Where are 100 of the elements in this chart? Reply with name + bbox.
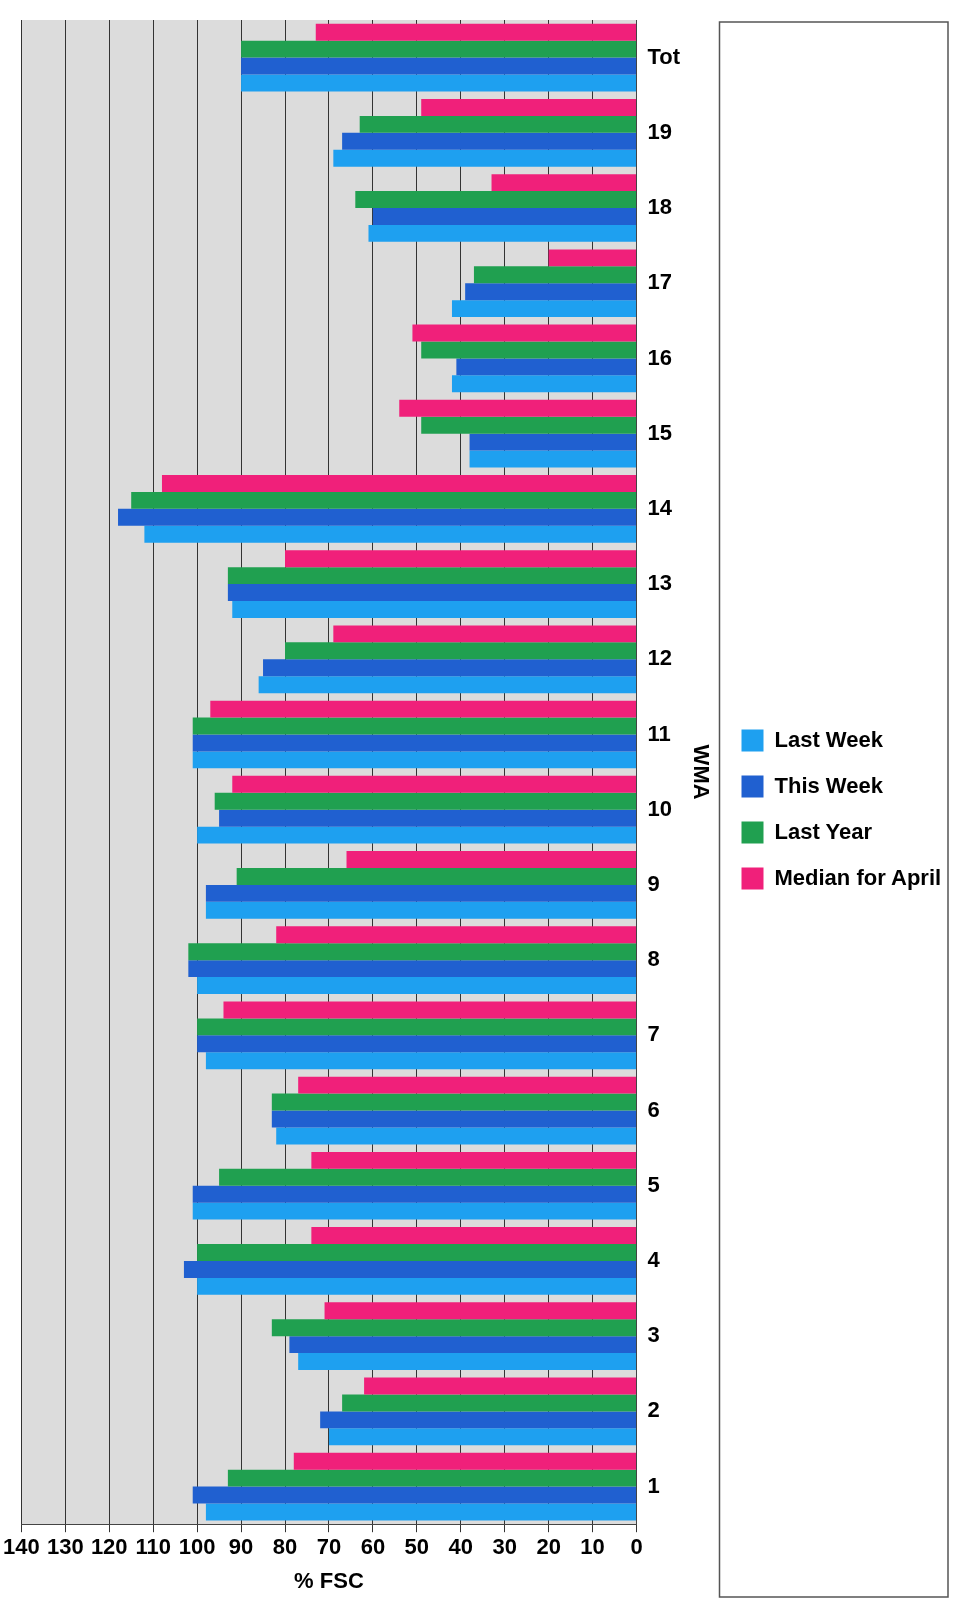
- bar: [197, 1277, 637, 1295]
- y-tick-label: 1: [647, 1472, 660, 1498]
- bar: [465, 283, 637, 301]
- bar: [421, 341, 637, 359]
- y-tick-label: 14: [647, 494, 673, 520]
- y-tick-label: 11: [647, 720, 671, 746]
- bar: [328, 1428, 637, 1446]
- bar: [241, 57, 637, 75]
- y-tick-label: 9: [647, 870, 660, 896]
- bar: [232, 601, 637, 618]
- bar: [412, 324, 637, 342]
- y-tick-label: 4: [647, 1247, 661, 1273]
- bar: [192, 1486, 637, 1504]
- bar: [473, 266, 637, 284]
- bar: [451, 375, 637, 393]
- bar: [192, 717, 637, 735]
- bar: [241, 74, 637, 92]
- x-tick-label: 90: [228, 1534, 254, 1560]
- bar: [197, 1035, 637, 1053]
- y-tick-label: 6: [647, 1096, 660, 1122]
- x-tick-label: 140: [2, 1534, 40, 1560]
- bar: [456, 358, 637, 376]
- bar: [548, 249, 637, 267]
- bar: [355, 191, 637, 209]
- bar: [276, 926, 637, 944]
- bar: [188, 960, 637, 978]
- x-tick-label: 80: [272, 1534, 298, 1560]
- y-tick-label: 3: [647, 1322, 660, 1348]
- bar: [399, 399, 637, 417]
- bar: [118, 508, 637, 526]
- bar: [298, 1353, 637, 1371]
- bar: [333, 149, 637, 167]
- y-tick-label: 12: [647, 645, 673, 671]
- legend-label: Last Week: [774, 726, 884, 752]
- x-tick-label: 50: [404, 1534, 430, 1560]
- bar: [421, 98, 637, 116]
- bar: [227, 584, 637, 601]
- bar: [342, 1394, 637, 1412]
- bar: [271, 1093, 637, 1111]
- x-tick-label: 60: [360, 1534, 386, 1560]
- bar: [227, 567, 637, 585]
- bar: [227, 1469, 637, 1487]
- bar: [469, 450, 637, 468]
- bar: [205, 901, 637, 919]
- bar: [219, 1168, 637, 1186]
- bar: [197, 826, 637, 844]
- bar: [372, 208, 637, 225]
- y-tick-label: 8: [647, 946, 660, 972]
- bar: [131, 491, 637, 509]
- bar: [368, 224, 637, 242]
- bar: [364, 1377, 637, 1395]
- bar: [320, 1411, 637, 1429]
- bar: [232, 775, 637, 793]
- y-tick-label: 13: [647, 570, 673, 596]
- bar: [205, 884, 637, 902]
- bar: [192, 751, 637, 769]
- bar: [192, 1185, 637, 1203]
- bar: [451, 300, 637, 318]
- y-tick-label: 19: [647, 118, 673, 144]
- x-tick-label: 110: [135, 1534, 171, 1560]
- bar: [333, 625, 637, 643]
- y-tick-label: 2: [647, 1397, 660, 1423]
- bar: [421, 416, 637, 434]
- bar: [241, 40, 637, 58]
- y-axis-title: WMA: [689, 744, 715, 800]
- x-tick-label: 0: [630, 1534, 643, 1560]
- x-axis-title: % FSC: [294, 1567, 364, 1593]
- bar: [210, 700, 637, 718]
- bar: [144, 525, 637, 543]
- bar: [311, 1227, 637, 1245]
- y-tick-label: 15: [647, 419, 673, 445]
- bar: [315, 23, 637, 41]
- x-tick-label: 130: [46, 1534, 84, 1560]
- bar: [205, 1052, 637, 1070]
- y-tick-label: 7: [647, 1021, 660, 1047]
- bar: [188, 943, 637, 961]
- bar: [192, 734, 637, 752]
- bar: [197, 1018, 637, 1036]
- bar: [214, 792, 637, 810]
- bar: [469, 433, 637, 451]
- bar: [197, 1244, 637, 1261]
- y-tick-label: Tot: [647, 43, 681, 69]
- x-tick-label: 100: [178, 1534, 216, 1560]
- bar: [223, 1001, 637, 1019]
- bar: [491, 174, 637, 192]
- bar: [289, 1336, 637, 1354]
- bar: [359, 115, 637, 133]
- x-tick-label: 20: [536, 1534, 561, 1560]
- x-tick-label: 30: [492, 1534, 517, 1560]
- y-tick-label: 16: [647, 344, 673, 370]
- bar: [219, 809, 637, 827]
- bar: [197, 977, 637, 994]
- bar: [192, 1202, 637, 1220]
- bar: [276, 1127, 637, 1145]
- bar: [285, 550, 637, 568]
- bar: [263, 659, 637, 677]
- y-tick-label: 18: [647, 194, 673, 220]
- bar: [183, 1260, 637, 1278]
- legend-label: Median for April: [774, 864, 942, 890]
- bar: [236, 867, 637, 885]
